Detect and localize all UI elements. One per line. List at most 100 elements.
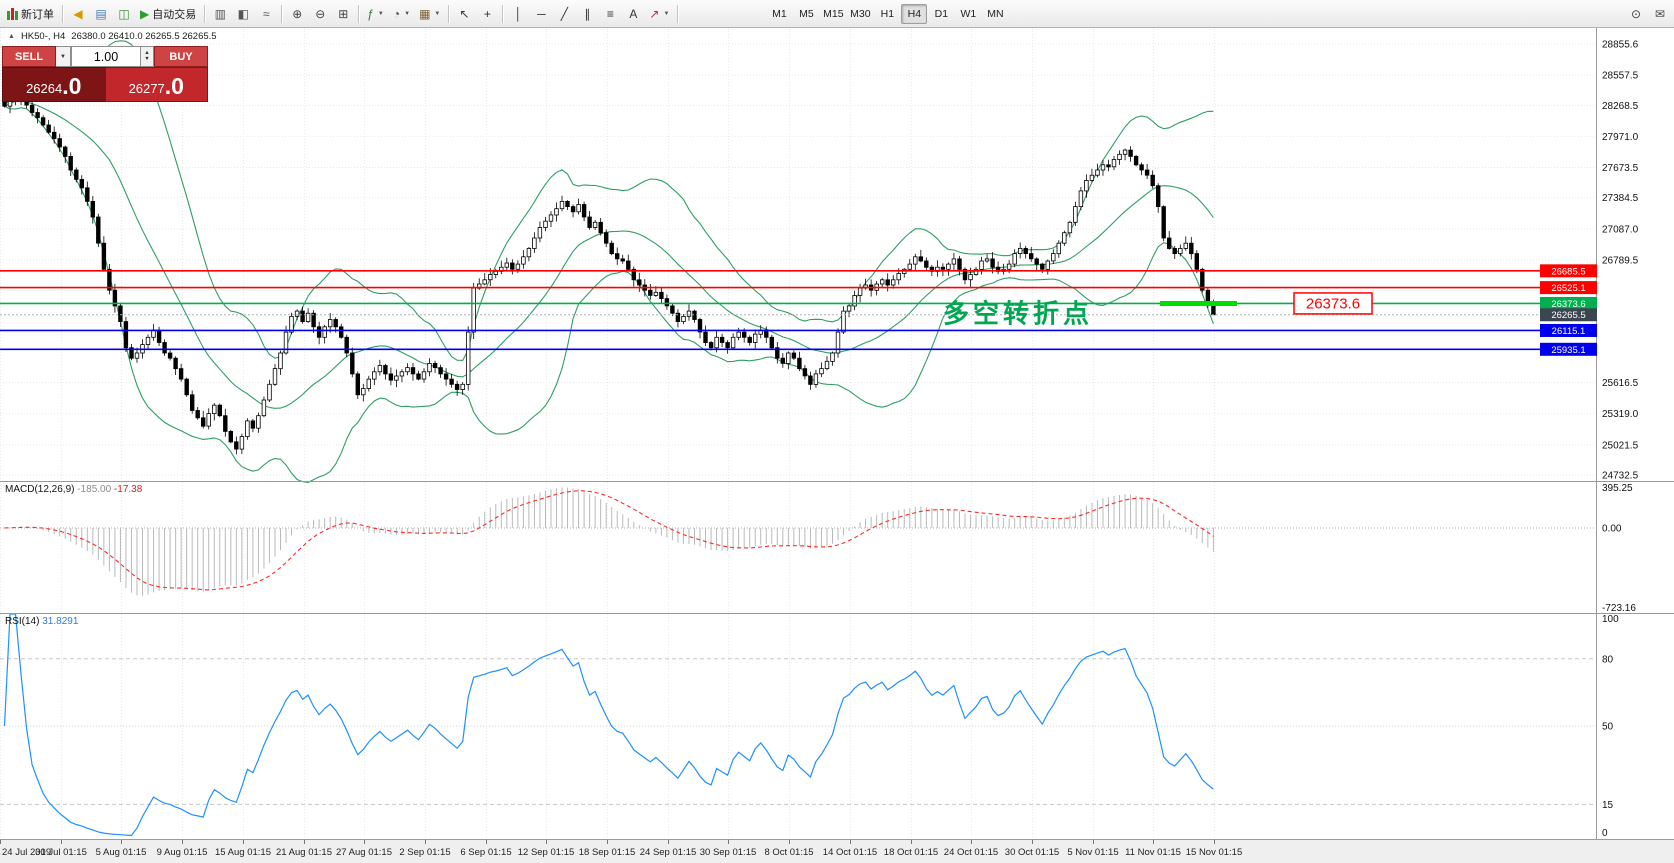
candle xyxy=(769,336,774,349)
one-click-toggle-icon[interactable]: ▲ xyxy=(8,33,15,40)
candle xyxy=(112,289,118,307)
vertical-line-button[interactable]: │ xyxy=(507,3,529,25)
chart-background xyxy=(0,28,1674,863)
candle xyxy=(1051,253,1056,262)
timeframe-button-d1[interactable]: D1 xyxy=(928,4,954,24)
timeframe-button-m1[interactable]: M1 xyxy=(766,4,792,24)
candle xyxy=(454,383,460,390)
price-tag[interactable] xyxy=(1540,323,1597,337)
candle xyxy=(1073,206,1078,223)
zoom-out-button[interactable]: ⊖ xyxy=(309,3,331,25)
volume-dropdown-button[interactable]: ▼ xyxy=(56,46,71,67)
macd-value: -185.00 xyxy=(77,484,112,495)
timeframe-button-m5[interactable]: M5 xyxy=(793,4,819,24)
chat-button[interactable]: ✉ xyxy=(1649,3,1671,25)
data-window-button[interactable]: ◫ xyxy=(113,3,135,25)
magnifier-icon: ⊙ xyxy=(1630,6,1642,21)
timeframe-button-m30[interactable]: M30 xyxy=(847,4,873,24)
clock-icon: ◔ xyxy=(392,6,401,21)
volume-stepper[interactable]: ▲ ▼ xyxy=(141,46,154,67)
indicators-button[interactable]: ƒ ▼ xyxy=(363,3,388,25)
buy-price[interactable]: 26277.0 xyxy=(104,67,208,102)
candle xyxy=(891,279,896,286)
tile-windows-button[interactable]: ⊞ xyxy=(332,3,354,25)
candle xyxy=(1089,174,1095,181)
candle xyxy=(178,368,184,380)
alerts-button[interactable]: ◀ xyxy=(67,3,89,25)
candle xyxy=(957,258,962,270)
trendline-button[interactable]: ╱ xyxy=(553,3,575,25)
candle xyxy=(377,365,383,373)
timeframe-button-m15[interactable]: M15 xyxy=(820,4,846,24)
auto-trading-button[interactable]: ▶ 自动交易 xyxy=(136,3,200,25)
zoom-in-button[interactable]: ⊕ xyxy=(286,3,308,25)
price-tag[interactable] xyxy=(1540,264,1597,278)
candle xyxy=(1128,149,1133,157)
candle xyxy=(361,388,366,396)
candle xyxy=(747,336,752,343)
candle xyxy=(708,342,714,349)
candle xyxy=(631,268,636,281)
price-tag[interactable] xyxy=(1540,342,1597,356)
symbol-ohlc: 26380.0 26410.0 26265.5 26265.5 xyxy=(71,31,217,42)
toolbar-separator xyxy=(677,4,679,23)
price-callout-box[interactable] xyxy=(1293,292,1373,315)
price-tag-label: 26685.5 xyxy=(1551,266,1585,277)
price-axis-label: 28557.5 xyxy=(1602,71,1639,82)
chevron-down-icon: ▼ xyxy=(434,10,441,17)
sell-button[interactable]: SELL xyxy=(2,46,56,67)
arrows-button[interactable]: ↗ ▼ xyxy=(645,3,673,25)
price-tag[interactable] xyxy=(1540,296,1597,310)
candle xyxy=(465,331,471,385)
bar-chart-button[interactable]: ▥ xyxy=(209,3,231,25)
candlestick-button[interactable]: ◧ xyxy=(232,3,254,25)
cursor-button[interactable]: ↖ xyxy=(453,3,475,25)
periods-button[interactable]: ◔ ▼ xyxy=(389,3,414,25)
line-chart-button[interactable]: ≈ xyxy=(255,3,277,25)
candle xyxy=(813,373,819,385)
candle xyxy=(123,321,129,349)
candle xyxy=(1139,164,1144,171)
price-tag[interactable] xyxy=(1540,308,1597,322)
timeframe-button-h1[interactable]: H1 xyxy=(874,4,900,24)
text-button[interactable]: A xyxy=(622,3,644,25)
candle xyxy=(609,242,614,255)
candle xyxy=(1156,185,1161,207)
new-order-button[interactable]: 新订单 xyxy=(3,3,58,25)
price-tag[interactable] xyxy=(1540,281,1597,295)
candle xyxy=(526,247,532,258)
volume-input[interactable]: 1.00 xyxy=(71,46,141,67)
date-label: 15 Aug 01:15 xyxy=(215,847,271,858)
fibonacci-button[interactable]: ≡ xyxy=(599,3,621,25)
timeframe-button-h4[interactable]: H4 xyxy=(901,3,928,24)
channel-button[interactable]: ∥ xyxy=(576,3,598,25)
candle xyxy=(725,342,730,349)
toolbar-separator xyxy=(281,4,283,23)
chat-icon: ✉ xyxy=(1654,6,1666,21)
timeframe-button-mn[interactable]: MN xyxy=(982,4,1008,24)
candle xyxy=(537,227,543,239)
crosshair-button[interactable]: + xyxy=(476,3,498,25)
date-axis[interactable] xyxy=(0,839,1674,863)
timeframe-button-w1[interactable]: W1 xyxy=(955,4,981,24)
price-chart[interactable]: 多空转折点 26373.6 28855.6 28557.5 28268.5 27971.0… xyxy=(0,28,1674,863)
bar-chart-icon: ▥ xyxy=(214,6,226,21)
horizontal-line-button[interactable]: ─ xyxy=(530,3,552,25)
sell-price[interactable]: 26264.0 xyxy=(2,67,105,102)
candle xyxy=(675,312,681,323)
candle xyxy=(1205,289,1211,304)
candle xyxy=(234,441,239,450)
candle xyxy=(620,258,625,262)
search-button[interactable]: ⊙ xyxy=(1625,3,1647,25)
templates-button[interactable]: ▦ ▼ xyxy=(415,3,444,25)
candle xyxy=(835,331,841,354)
date-label: 5 Aug 01:15 xyxy=(96,847,147,858)
market-watch-button[interactable]: ▤ xyxy=(90,3,112,25)
candle xyxy=(532,237,537,249)
rsi-axis-label: 0 xyxy=(1602,828,1608,839)
candle xyxy=(1111,159,1117,168)
candle xyxy=(68,155,73,171)
buy-button[interactable]: BUY xyxy=(154,46,208,67)
price-axis-label: 25319.0 xyxy=(1602,409,1639,420)
candle xyxy=(802,368,808,377)
